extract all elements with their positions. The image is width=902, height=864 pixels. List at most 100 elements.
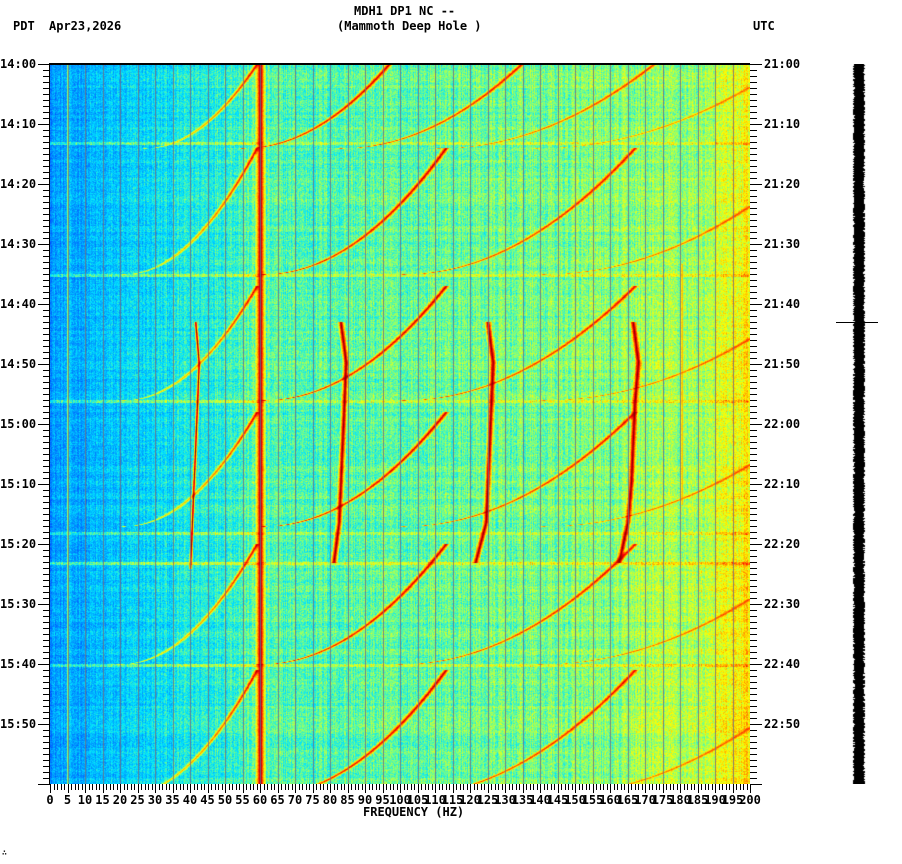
y-tick-label-left: 15:30 — [0, 597, 37, 611]
y-tick-label-right: 21:30 — [764, 237, 801, 251]
x-minor-tick — [638, 784, 639, 790]
y-minor-tick-left — [43, 496, 50, 497]
x-minor-tick — [92, 784, 93, 790]
x-major-tick — [593, 784, 594, 793]
y-minor-tick-left — [43, 202, 50, 203]
x-minor-tick — [736, 784, 737, 790]
y-minor-tick-left — [43, 634, 50, 635]
y-minor-tick-left — [43, 586, 50, 587]
x-minor-tick — [134, 784, 135, 790]
y-minor-tick-right — [750, 508, 757, 509]
y-minor-tick-right — [750, 658, 757, 659]
x-tick-label: 60 — [252, 793, 268, 807]
y-minor-tick-right — [750, 238, 757, 239]
y-minor-tick-left — [43, 76, 50, 77]
x-minor-tick — [222, 784, 223, 790]
y-minor-tick-right — [750, 640, 757, 641]
x-minor-tick — [701, 784, 702, 790]
x-minor-tick — [148, 784, 149, 790]
y-minor-tick-right — [750, 502, 757, 503]
y-minor-tick-right — [750, 214, 757, 215]
y-tick-label-left: 14:40 — [0, 297, 37, 311]
x-tick-label: 40 — [182, 793, 198, 807]
y-minor-tick-right — [750, 562, 757, 563]
x-major-tick — [295, 784, 296, 793]
y-minor-tick-right — [750, 190, 757, 191]
x-minor-tick — [61, 784, 62, 790]
y-minor-tick-right — [750, 574, 757, 575]
y-minor-tick-right — [750, 310, 757, 311]
x-tick-label: 175 — [651, 793, 674, 807]
y-minor-tick-right — [750, 208, 757, 209]
x-minor-tick — [684, 784, 685, 790]
y-minor-tick-left — [43, 766, 50, 767]
y-minor-tick-right — [750, 706, 757, 707]
y-minor-tick-right — [750, 382, 757, 383]
x-minor-tick — [547, 784, 548, 790]
x-tick-label: 100 — [389, 793, 411, 807]
x-tick-label: 155 — [581, 793, 604, 807]
y-minor-tick-right — [750, 490, 757, 491]
y-minor-tick-right — [750, 160, 757, 161]
y-minor-tick-right — [750, 346, 757, 347]
y-tick-label-right: 22:00 — [764, 417, 801, 431]
x-major-tick — [173, 784, 174, 793]
x-tick-label: 165 — [616, 793, 639, 807]
y-minor-tick-right — [750, 178, 757, 179]
y-major-tick-right — [750, 64, 762, 65]
x-minor-tick — [362, 784, 363, 790]
y-major-tick-left — [38, 424, 50, 425]
y-minor-tick-right — [750, 394, 757, 395]
y-minor-tick-right — [750, 232, 757, 233]
y-minor-tick-left — [43, 106, 50, 107]
x-minor-tick — [561, 784, 562, 790]
x-minor-tick — [267, 784, 268, 790]
x-tick-label: 135 — [511, 793, 534, 807]
x-minor-tick — [292, 784, 293, 790]
x-minor-tick — [467, 784, 468, 790]
y-major-tick-left — [38, 124, 50, 125]
x-major-tick — [715, 784, 716, 793]
y-major-tick-right — [750, 184, 762, 185]
y-major-tick-right — [750, 664, 762, 665]
x-major-tick — [628, 784, 629, 793]
y-minor-tick-left — [43, 670, 50, 671]
y-minor-tick-right — [750, 712, 757, 713]
y-minor-tick-right — [750, 328, 757, 329]
y-minor-tick-right — [750, 652, 757, 653]
y-minor-tick-right — [750, 616, 757, 617]
y-minor-tick-right — [750, 370, 757, 371]
y-tick-label-right: 21:50 — [764, 357, 801, 371]
y-major-tick-right — [750, 124, 762, 125]
y-minor-tick-left — [43, 628, 50, 629]
y-major-tick-right — [750, 784, 762, 785]
x-minor-tick — [572, 784, 573, 790]
y-minor-tick-right — [750, 520, 757, 521]
y-minor-tick-left — [43, 196, 50, 197]
x-tick-label: 75 — [305, 793, 320, 807]
x-major-tick — [313, 784, 314, 793]
y-minor-tick-right — [750, 634, 757, 635]
y-minor-tick-left — [43, 370, 50, 371]
y-minor-tick-right — [750, 88, 757, 89]
y-tick-label-right: 22:20 — [764, 537, 801, 551]
x-minor-tick — [554, 784, 555, 790]
y-minor-tick-left — [43, 442, 50, 443]
y-minor-tick-left — [43, 220, 50, 221]
x-major-tick — [435, 784, 436, 793]
x-minor-tick — [652, 784, 653, 790]
x-minor-tick — [180, 784, 181, 790]
x-minor-tick — [82, 784, 83, 790]
x-tick-label: 185 — [686, 793, 709, 807]
x-minor-tick — [334, 784, 335, 790]
x-minor-tick — [456, 784, 457, 790]
x-major-tick — [698, 784, 699, 793]
y-minor-tick-left — [43, 556, 50, 557]
y-minor-tick-right — [750, 388, 757, 389]
x-minor-tick — [600, 784, 601, 790]
y-minor-tick-left — [43, 700, 50, 701]
y-minor-tick-left — [43, 490, 50, 491]
y-major-tick-left — [38, 544, 50, 545]
y-minor-tick-right — [750, 280, 757, 281]
y-minor-tick-right — [750, 226, 757, 227]
